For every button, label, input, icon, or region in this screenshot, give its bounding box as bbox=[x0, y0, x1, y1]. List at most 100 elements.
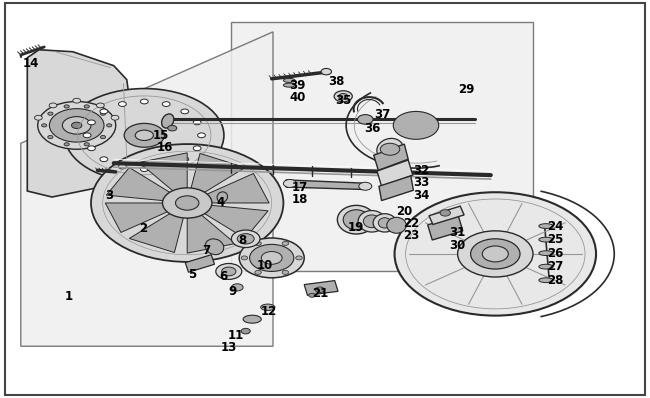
Circle shape bbox=[255, 270, 261, 274]
Circle shape bbox=[358, 115, 373, 124]
Circle shape bbox=[64, 105, 70, 108]
Circle shape bbox=[283, 179, 296, 187]
Text: 24: 24 bbox=[547, 220, 564, 232]
Circle shape bbox=[168, 125, 177, 131]
Polygon shape bbox=[21, 32, 273, 346]
Ellipse shape bbox=[124, 123, 164, 147]
Circle shape bbox=[359, 182, 372, 190]
Polygon shape bbox=[129, 214, 183, 252]
Polygon shape bbox=[185, 255, 214, 272]
Circle shape bbox=[380, 143, 400, 155]
Circle shape bbox=[100, 157, 108, 162]
Circle shape bbox=[216, 263, 242, 279]
Ellipse shape bbox=[261, 304, 275, 310]
Circle shape bbox=[193, 146, 201, 151]
Circle shape bbox=[100, 112, 105, 115]
Text: 40: 40 bbox=[289, 91, 306, 104]
Ellipse shape bbox=[539, 224, 553, 228]
Text: 38: 38 bbox=[328, 75, 345, 88]
Circle shape bbox=[88, 146, 96, 151]
Text: 8: 8 bbox=[239, 234, 246, 247]
Ellipse shape bbox=[387, 217, 406, 233]
Circle shape bbox=[96, 103, 104, 108]
Circle shape bbox=[296, 256, 302, 260]
Ellipse shape bbox=[65, 89, 224, 182]
Circle shape bbox=[241, 328, 250, 334]
Circle shape bbox=[282, 242, 289, 246]
Text: 11: 11 bbox=[227, 329, 244, 341]
Circle shape bbox=[64, 143, 70, 146]
Text: 18: 18 bbox=[292, 193, 309, 206]
Circle shape bbox=[42, 124, 47, 127]
Text: 34: 34 bbox=[413, 189, 430, 202]
Text: 7: 7 bbox=[203, 244, 211, 257]
Circle shape bbox=[309, 293, 315, 297]
Text: 2: 2 bbox=[139, 222, 147, 235]
Ellipse shape bbox=[283, 78, 295, 82]
Circle shape bbox=[395, 192, 596, 316]
Circle shape bbox=[241, 256, 248, 260]
Ellipse shape bbox=[378, 218, 391, 228]
Text: 28: 28 bbox=[547, 274, 564, 287]
Ellipse shape bbox=[539, 237, 553, 242]
Polygon shape bbox=[374, 144, 408, 170]
Ellipse shape bbox=[373, 214, 396, 232]
Circle shape bbox=[162, 188, 212, 218]
Text: 3: 3 bbox=[105, 189, 113, 201]
Circle shape bbox=[250, 244, 294, 271]
Text: 10: 10 bbox=[257, 259, 273, 272]
Circle shape bbox=[334, 91, 352, 102]
Polygon shape bbox=[428, 216, 463, 240]
Ellipse shape bbox=[217, 192, 228, 202]
Text: 27: 27 bbox=[547, 260, 564, 273]
Text: 19: 19 bbox=[348, 221, 365, 234]
Circle shape bbox=[321, 68, 332, 75]
Text: 9: 9 bbox=[229, 285, 237, 298]
Text: 16: 16 bbox=[156, 141, 173, 154]
Circle shape bbox=[140, 167, 148, 172]
Ellipse shape bbox=[205, 239, 224, 255]
Text: 6: 6 bbox=[219, 270, 227, 283]
Polygon shape bbox=[105, 203, 167, 232]
Circle shape bbox=[282, 270, 289, 274]
Polygon shape bbox=[207, 174, 269, 203]
Circle shape bbox=[193, 120, 201, 125]
Polygon shape bbox=[27, 50, 130, 197]
Text: 13: 13 bbox=[220, 341, 237, 353]
Circle shape bbox=[83, 133, 91, 138]
Circle shape bbox=[118, 164, 126, 169]
Circle shape bbox=[100, 135, 105, 139]
Circle shape bbox=[222, 267, 236, 276]
Text: 36: 36 bbox=[364, 122, 381, 135]
Text: 31: 31 bbox=[448, 226, 465, 239]
Circle shape bbox=[84, 143, 89, 146]
Circle shape bbox=[72, 122, 82, 129]
Circle shape bbox=[100, 109, 108, 114]
Circle shape bbox=[49, 103, 57, 108]
Text: 14: 14 bbox=[23, 57, 40, 70]
Text: 35: 35 bbox=[335, 94, 352, 107]
Polygon shape bbox=[187, 215, 235, 253]
Circle shape bbox=[393, 111, 439, 139]
Ellipse shape bbox=[358, 211, 385, 232]
Ellipse shape bbox=[283, 83, 295, 87]
Ellipse shape bbox=[243, 315, 261, 323]
Circle shape bbox=[261, 252, 282, 264]
Circle shape bbox=[118, 101, 126, 106]
Circle shape bbox=[176, 196, 199, 210]
Ellipse shape bbox=[539, 278, 553, 283]
Circle shape bbox=[181, 157, 188, 162]
Polygon shape bbox=[377, 160, 413, 186]
Text: 1: 1 bbox=[64, 290, 72, 303]
Polygon shape bbox=[304, 281, 338, 295]
Circle shape bbox=[458, 231, 533, 277]
Text: 32: 32 bbox=[413, 164, 429, 177]
Circle shape bbox=[181, 109, 188, 114]
Text: 5: 5 bbox=[188, 268, 196, 281]
Circle shape bbox=[315, 287, 324, 293]
Text: 23: 23 bbox=[403, 229, 419, 242]
Circle shape bbox=[62, 117, 91, 134]
Polygon shape bbox=[429, 206, 464, 224]
Text: 22: 22 bbox=[403, 217, 419, 230]
Text: 25: 25 bbox=[547, 233, 564, 246]
